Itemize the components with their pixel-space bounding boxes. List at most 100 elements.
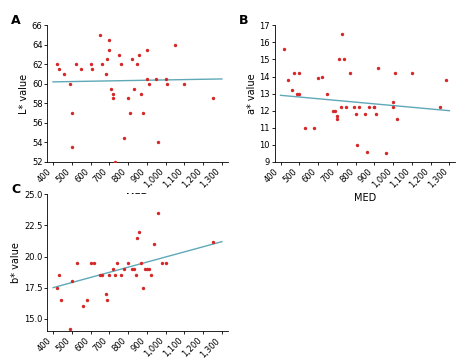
X-axis label: MED: MED (354, 193, 376, 203)
Point (209, 96, 216, 102)
Point (72, 62, 79, 67)
Point (318, 74, 326, 80)
Point (130, 266, 137, 272)
Point (111, 159, 118, 165)
Text: C: C (11, 184, 20, 197)
Point (113, 260, 120, 266)
Point (393, 116, 401, 122)
Point (66, 81, 73, 87)
Y-axis label: b* value: b* value (11, 242, 21, 283)
Point (89, 66, 96, 72)
Point (115, 51, 122, 57)
Point (338, 31, 346, 37)
Point (143, 76, 151, 82)
Point (331, 108, 339, 113)
Point (73, 260, 81, 266)
Point (145, 266, 153, 272)
Point (371, 104, 378, 110)
Point (53, 285, 61, 291)
Point (87, 260, 94, 266)
Point (117, 62, 124, 67)
Point (96, 32, 104, 38)
Point (147, 273, 155, 278)
Point (91, 260, 98, 266)
Point (333, 113, 341, 119)
Point (137, 260, 145, 266)
Point (337, 104, 345, 110)
Point (162, 76, 169, 82)
Point (98, 62, 106, 67)
Point (109, 91, 117, 96)
Point (314, 75, 322, 81)
Point (361, 111, 369, 117)
Point (295, 91, 303, 96)
Point (153, 76, 160, 82)
Point (102, 71, 109, 77)
Point (126, 110, 134, 116)
Point (335, 57, 343, 62)
Point (363, 149, 371, 154)
Point (68, 279, 75, 284)
Point (57, 297, 64, 303)
Point (120, 266, 128, 272)
Point (290, 70, 298, 76)
Point (66, 326, 73, 332)
Point (137, 91, 145, 96)
Point (124, 96, 132, 102)
Point (145, 81, 153, 87)
Point (55, 66, 63, 72)
Point (293, 91, 301, 96)
Point (155, 140, 162, 145)
Point (136, 51, 143, 57)
Point (136, 229, 143, 235)
Point (87, 62, 94, 67)
Point (143, 266, 151, 272)
Point (350, 104, 357, 110)
Point (68, 110, 75, 116)
Point (371, 104, 378, 110)
Point (329, 108, 337, 113)
Point (83, 297, 91, 303)
Point (132, 273, 139, 278)
Point (382, 150, 390, 156)
Point (151, 241, 158, 247)
Point (109, 266, 117, 272)
Point (111, 273, 118, 278)
Point (354, 142, 361, 148)
Point (61, 71, 68, 77)
Point (158, 260, 165, 266)
Point (281, 46, 288, 52)
Point (436, 104, 444, 110)
Point (346, 70, 354, 76)
Point (130, 86, 137, 91)
Point (120, 135, 128, 140)
Point (288, 87, 296, 93)
Point (301, 125, 309, 131)
Point (356, 104, 363, 110)
Point (77, 66, 85, 72)
Point (365, 104, 373, 110)
Point (391, 70, 399, 76)
Point (108, 86, 115, 91)
Point (96, 273, 104, 278)
Text: A: A (11, 14, 21, 27)
Point (324, 91, 331, 96)
Point (295, 70, 303, 76)
Point (342, 104, 350, 110)
Point (141, 266, 149, 272)
Point (162, 260, 169, 266)
Point (181, 81, 188, 87)
Point (104, 57, 111, 62)
Point (155, 210, 162, 216)
Point (106, 47, 113, 53)
Text: B: B (239, 14, 248, 27)
Point (106, 37, 113, 43)
Point (109, 96, 117, 102)
Point (333, 116, 341, 122)
Point (340, 57, 348, 62)
Point (128, 266, 136, 272)
Point (310, 125, 318, 131)
Point (171, 42, 179, 48)
Point (55, 273, 63, 278)
Point (389, 99, 397, 105)
